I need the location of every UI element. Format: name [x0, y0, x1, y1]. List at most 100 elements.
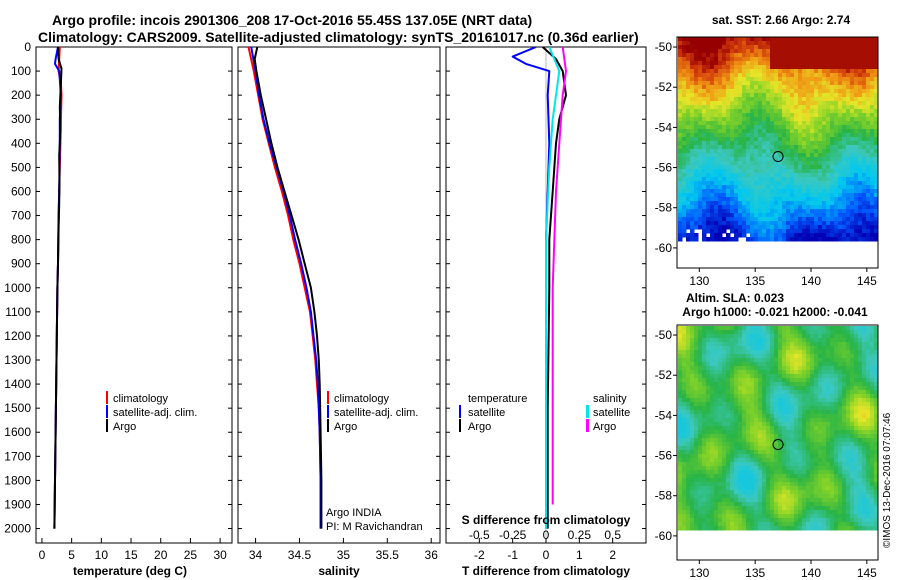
map-cell [786, 165, 791, 170]
map-cell [722, 157, 727, 162]
map-cell [798, 406, 803, 411]
map-cell [678, 205, 683, 210]
map-cell [870, 41, 875, 46]
map-cell [702, 434, 707, 439]
map-cell [790, 486, 795, 491]
map-cell [682, 358, 687, 363]
map-cell [718, 137, 723, 142]
map-cell [778, 478, 783, 483]
map-cell [858, 482, 863, 487]
map-cell [742, 149, 747, 154]
legend-swatch-satellite [327, 405, 329, 418]
map-cell [782, 53, 787, 58]
map-cell [866, 406, 871, 411]
map-cell [834, 97, 839, 102]
map-cell [706, 161, 711, 166]
map-cell [754, 394, 759, 399]
map-cell [714, 482, 719, 487]
map-cell [826, 217, 831, 222]
map-cell [690, 165, 695, 170]
x-tick-label: 2 [609, 548, 616, 562]
map-cell [754, 418, 759, 423]
map-cell [706, 466, 711, 471]
map-cell [842, 129, 847, 134]
map-cell [798, 137, 803, 142]
map-cell [758, 37, 763, 42]
map-cell [698, 478, 703, 483]
map-cell [794, 129, 799, 134]
map-cell [722, 205, 727, 210]
map-cell [786, 346, 791, 351]
map-cell [686, 350, 691, 355]
map-cell [850, 145, 855, 150]
map-cell [810, 197, 815, 202]
map-cell [766, 366, 771, 371]
map-cell [738, 129, 743, 134]
map-cell [730, 454, 735, 459]
map-cell [678, 378, 683, 383]
map-cell [850, 65, 855, 70]
map-cell [738, 97, 743, 102]
map-cell [726, 181, 731, 186]
map-cell [814, 346, 819, 351]
map-cell [830, 53, 835, 58]
map-cell [718, 454, 723, 459]
map-cell [694, 330, 699, 335]
map-cell [814, 145, 819, 150]
map-cell [842, 169, 847, 174]
map-cell [858, 326, 863, 331]
map-cell [854, 466, 859, 471]
map-cell [842, 366, 847, 371]
map-cell [734, 53, 739, 58]
map-cell [702, 165, 707, 170]
series-line-temperature-satellite [511, 47, 551, 529]
map-cell [746, 346, 751, 351]
map-cell [786, 414, 791, 419]
map-cell [682, 197, 687, 202]
map-cell [714, 430, 719, 435]
map-cell [726, 350, 731, 355]
map-cell [746, 101, 751, 106]
map-cell [854, 386, 859, 391]
map-cell [698, 141, 703, 146]
map-cell [838, 450, 843, 455]
map-cell [762, 410, 767, 415]
map-cell [826, 482, 831, 487]
map-cell [858, 181, 863, 186]
map-cell [782, 342, 787, 347]
map-cell [742, 73, 747, 78]
map-cell [750, 145, 755, 150]
map-cell [758, 217, 763, 222]
map-cell [874, 129, 879, 134]
map-cell [814, 342, 819, 347]
map-cell [754, 430, 759, 435]
map-cell [798, 233, 803, 238]
map-cell [778, 225, 783, 230]
map-cell [854, 169, 859, 174]
map-cell [854, 57, 859, 62]
map-cell [722, 81, 727, 86]
map-cell [826, 157, 831, 162]
map-cell [806, 85, 811, 90]
map-cell [822, 450, 827, 455]
map-cell [738, 165, 743, 170]
map-cell [730, 173, 735, 178]
map-cell [706, 398, 711, 403]
map-cell [870, 37, 875, 42]
map-cell [830, 97, 835, 102]
map-cell [730, 422, 735, 427]
map-cell [858, 177, 863, 182]
map-cell [838, 237, 843, 242]
map-cell [854, 378, 859, 383]
map-cell [734, 137, 739, 142]
map-cell [806, 197, 811, 202]
map-cell [858, 85, 863, 90]
map-cell [762, 398, 767, 403]
map-cell [742, 422, 747, 427]
map-cell [766, 474, 771, 479]
map-cell [778, 121, 783, 126]
map-cell [822, 105, 827, 110]
map-cell [710, 474, 715, 479]
map-cell [754, 201, 759, 206]
map-cell [698, 362, 703, 367]
